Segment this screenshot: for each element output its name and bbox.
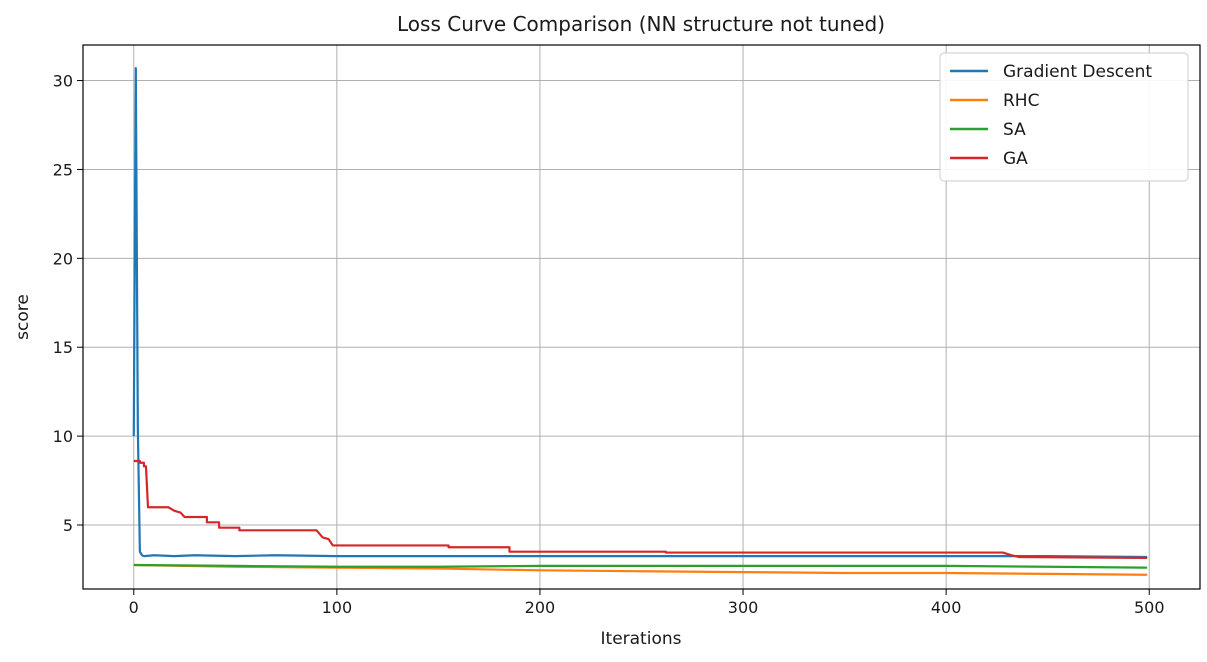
y-axis-ticks: 5 10 15 20 25 30 [53, 72, 83, 535]
legend-label-rhc: RHC [1003, 91, 1039, 111]
x-axis-label: Iterations [601, 629, 682, 649]
y-tick-label: 30 [53, 72, 73, 91]
y-tick-label: 10 [53, 427, 73, 446]
x-tick-label: 500 [1134, 598, 1165, 617]
x-axis-ticks: 0 100 200 300 400 500 [129, 589, 1165, 617]
x-tick-label: 0 [129, 598, 139, 617]
series-line-ga [133, 459, 1148, 559]
y-tick-label: 5 [63, 516, 73, 535]
y-tick-label: 15 [53, 338, 73, 357]
x-tick-label: 100 [322, 598, 353, 617]
series-lines [132, 67, 1148, 576]
y-axis-label: score [13, 294, 33, 340]
x-tick-label: 400 [931, 598, 962, 617]
legend-label-sa: SA [1003, 120, 1026, 140]
legend-label-ga: GA [1003, 149, 1028, 169]
series-line-gradient-descent [132, 67, 1148, 559]
plot-frame [82, 44, 1201, 590]
legend-label-gradient-descent: Gradient Descent [1003, 62, 1152, 82]
legend-box [939, 52, 1189, 182]
y-tick-label: 20 [53, 249, 73, 268]
x-tick-label: 300 [728, 598, 759, 617]
y-tick-label: 25 [53, 160, 73, 179]
series-line-sa [133, 563, 1148, 569]
x-tick-label: 200 [525, 598, 556, 617]
legend: Gradient Descent RHC SA GA [939, 52, 1189, 182]
chart-title: Loss Curve Comparison (NN structure not … [397, 12, 885, 36]
